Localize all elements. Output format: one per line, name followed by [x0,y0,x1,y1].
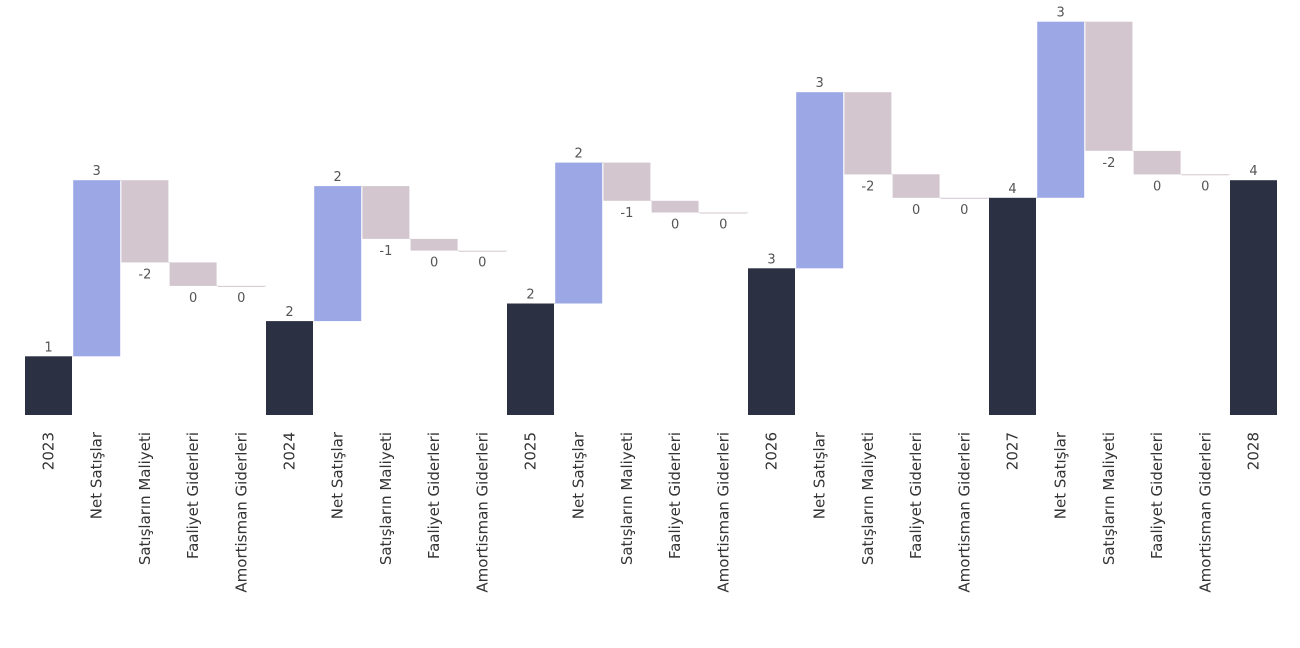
value-label-1: 3 [93,164,101,179]
bar-1 [73,180,121,357]
bar-22 [1085,21,1133,151]
value-label-8: 0 [430,256,438,271]
tick-label-23: Faaliyet Giderleri [1148,432,1166,559]
tick-label-1: Net Satışlar [88,431,106,519]
tick-label-16: Net Satışlar [811,431,829,519]
value-label-7: -1 [379,244,392,259]
bar-0 [25,356,72,415]
value-label-3: 0 [189,291,197,306]
bar-20 [989,197,1036,415]
tick-label-18: Faaliyet Giderleri [907,432,925,559]
bar-15 [748,268,795,415]
bar-6 [314,186,362,322]
bar-17 [844,92,892,175]
value-label-22: -2 [1102,156,1115,171]
value-label-10: 2 [526,288,534,303]
bar-18 [892,174,940,198]
tick-label-25: 2028 [1245,432,1263,470]
value-label-4: 0 [237,291,245,306]
value-label-24: 0 [1201,179,1209,194]
bar-2 [121,180,169,263]
tick-label-4: Amortisman Giderleri [232,432,250,593]
bar-5 [266,321,313,415]
tick-label-15: 2026 [763,432,781,470]
bar-11 [555,162,603,304]
value-label-17: -2 [861,179,874,194]
bar-8 [410,238,458,251]
tick-label-22: Satışların Maliyeti [1100,432,1118,565]
tick-label-5: 2024 [281,432,299,470]
value-label-21: 3 [1057,6,1065,21]
value-label-0: 1 [44,340,52,355]
tick-label-11: Net Satışlar [570,431,588,519]
value-label-15: 3 [767,252,775,267]
tick-label-19: Amortisman Giderleri [955,432,973,593]
value-label-23: 0 [1153,179,1161,194]
tick-label-6: Net Satışlar [329,431,347,519]
bar-13 [651,200,699,213]
tick-label-9: Amortisman Giderleri [473,432,491,593]
tick-label-13: Faaliyet Giderleri [666,432,684,559]
tick-label-21: Net Satışlar [1052,431,1070,519]
bar-24 [1181,174,1229,176]
tick-label-0: 2023 [40,432,58,470]
bar-10 [507,303,554,415]
bar-21 [1037,21,1085,198]
value-label-25: 4 [1249,164,1257,179]
value-label-19: 0 [960,203,968,218]
tick-label-14: Amortisman Giderleri [714,432,732,593]
bar-16 [796,92,844,269]
tick-label-20: 2027 [1004,432,1022,470]
value-label-9: 0 [478,256,486,271]
connector-lines [72,21,1230,357]
bar-4 [217,285,265,287]
value-label-14: 0 [719,218,727,233]
bar-23 [1133,150,1181,175]
bar-9 [458,250,506,252]
tick-label-24: Amortisman Giderleri [1196,432,1214,593]
tick-label-10: 2025 [522,432,540,470]
tick-label-12: Satışların Maliyeti [618,432,636,565]
bars [25,21,1277,415]
value-label-20: 4 [1008,182,1016,197]
bar-19 [940,197,988,199]
bar-12 [603,162,651,201]
tick-label-17: Satışların Maliyeti [859,432,877,565]
value-label-12: -1 [620,206,633,221]
value-label-5: 2 [285,305,293,320]
bar-25 [1230,180,1277,415]
value-label-18: 0 [912,203,920,218]
tick-label-2: Satışların Maliyeti [136,432,154,565]
bar-3 [169,262,217,286]
value-labels: 1 3 -2 0 0 2 2 -1 0 0 2 2 -1 0 0 3 3 -2 0 0 4 3 -2 0 0 4 [44,6,1257,356]
x-axis-tick-labels: 2023 Net Satışlar Satışların Maliyeti Faali… [40,431,1263,592]
value-label-6: 2 [334,170,342,185]
value-label-16: 3 [816,76,824,91]
value-label-11: 2 [575,147,583,162]
value-label-2: -2 [138,267,151,282]
value-label-13: 0 [671,218,679,233]
tick-label-3: Faaliyet Giderleri [184,432,202,559]
tick-label-8: Faaliyet Giderleri [425,432,443,559]
bar-14 [699,212,747,214]
bar-7 [362,186,410,239]
tick-label-7: Satışların Maliyeti [377,432,395,565]
